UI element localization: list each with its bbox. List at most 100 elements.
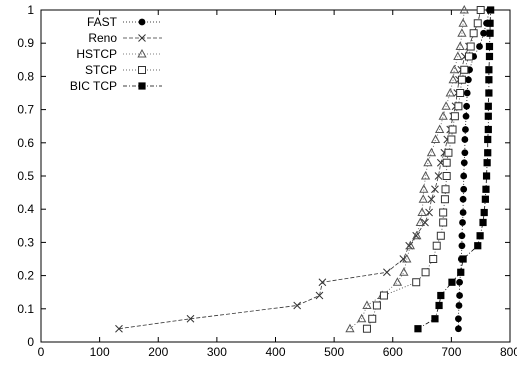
data-point-bic-tcp — [431, 315, 439, 323]
series-line-fast — [458, 9, 490, 329]
series-hstcp — [345, 4, 469, 333]
data-point-bic-tcp — [485, 42, 494, 51]
y-tick-label: 0.9 — [17, 36, 34, 50]
data-point-stcp — [368, 314, 377, 323]
legend-label: STCP — [85, 63, 117, 77]
data-point-stcp — [457, 75, 466, 84]
data-point-hstcp — [445, 87, 455, 97]
data-point-fast — [459, 209, 467, 216]
data-point-reno — [425, 208, 433, 217]
data-point-fast — [480, 29, 488, 37]
data-point-hstcp — [345, 323, 355, 333]
x-tick-label: 800 — [500, 345, 517, 359]
data-point-stcp — [436, 231, 445, 240]
data-point-bic-tcp — [484, 135, 492, 144]
data-point-hstcp — [455, 41, 465, 51]
data-point-stcp — [469, 29, 478, 38]
data-point-fast — [459, 219, 466, 226]
data-point-stcp — [444, 148, 453, 157]
x-tick-label: 0 — [38, 345, 45, 359]
data-point-stcp — [372, 301, 381, 310]
data-point-stcp — [473, 19, 482, 28]
series-line-reno — [118, 9, 482, 330]
data-point-fast — [460, 172, 468, 180]
data-point-hstcp — [362, 300, 372, 309]
data-point-bic-tcp — [486, 29, 494, 37]
data-point-reno — [115, 324, 123, 333]
data-point-hstcp — [392, 277, 403, 286]
data-point-hstcp — [430, 134, 441, 143]
data-point-bic-tcp — [484, 112, 492, 120]
x-marker-stroke — [434, 172, 443, 180]
data-point-stcp — [466, 42, 475, 51]
data-point-stcp — [362, 324, 371, 333]
series-bic-tcp — [414, 6, 495, 333]
legend-marker — [138, 34, 146, 42]
legend-marker — [138, 18, 146, 26]
legend-entry-fast: FAST — [87, 15, 162, 29]
x-marker-stroke — [425, 208, 433, 217]
data-point-fast — [458, 232, 466, 240]
legend-marker — [137, 48, 147, 58]
data-point-stcp — [454, 102, 463, 111]
data-point-fast — [459, 195, 467, 203]
data-point-stcp — [379, 291, 388, 300]
data-point-fast — [458, 242, 466, 250]
data-point-bic-tcp — [485, 76, 493, 84]
legend-marker — [138, 66, 146, 74]
data-point-reno — [186, 314, 195, 323]
x-marker-stroke — [383, 268, 391, 277]
x-marker-stroke — [318, 278, 327, 287]
data-point-stcp — [460, 65, 469, 74]
legend-entry-stcp: STCP — [85, 63, 162, 77]
series-fast — [455, 6, 493, 333]
data-point-fast — [456, 292, 463, 299]
data-point-stcp — [448, 125, 457, 134]
data-point-bic-tcp — [485, 89, 493, 97]
data-point-stcp — [441, 185, 450, 194]
x-marker-stroke — [427, 195, 436, 204]
series-line-hstcp — [349, 9, 465, 330]
data-point-stcp — [442, 158, 451, 167]
data-point-fast — [455, 325, 462, 333]
x-marker-stroke — [293, 301, 302, 310]
y-tick-label: 0 — [27, 335, 34, 349]
data-point-hstcp — [420, 170, 431, 180]
data-point-fast — [461, 136, 469, 143]
data-point-fast — [476, 43, 483, 50]
data-point-hstcp — [448, 74, 458, 84]
y-tick-label: 0.2 — [17, 269, 34, 283]
data-point-bic-tcp — [484, 125, 492, 134]
y-tick-label: 0.4 — [17, 202, 34, 216]
data-point-stcp — [456, 89, 465, 97]
data-point-reno — [434, 172, 443, 180]
data-point-bic-tcp — [486, 19, 494, 27]
y-tick-label: 0.1 — [17, 302, 34, 316]
legend-label: HSTCP — [76, 47, 117, 61]
x-marker-stroke — [431, 185, 439, 194]
x-tick-label: 300 — [207, 345, 227, 359]
x-marker-stroke — [115, 324, 123, 333]
data-point-bic-tcp — [459, 255, 467, 263]
data-point-hstcp — [423, 157, 433, 167]
data-point-stcp — [447, 135, 456, 144]
data-point-hstcp — [426, 147, 437, 157]
data-point-hstcp — [357, 313, 367, 323]
data-point-stcp — [421, 268, 430, 277]
x-marker-stroke — [138, 34, 146, 42]
data-point-stcp — [440, 195, 449, 204]
x-tick-label: 700 — [441, 345, 461, 359]
data-point-bic-tcp — [414, 325, 422, 333]
data-point-bic-tcp — [476, 232, 484, 240]
x-tick-label: 200 — [148, 345, 168, 359]
data-point-bic-tcp — [437, 291, 445, 300]
series-stcp — [362, 6, 485, 333]
data-point-stcp — [439, 218, 448, 227]
data-point-bic-tcp — [487, 6, 495, 14]
data-point-stcp — [429, 255, 438, 263]
y-tick-label: 0.6 — [17, 136, 34, 150]
data-point-stcp — [450, 112, 459, 121]
data-point-hstcp — [418, 194, 428, 203]
data-point-stcp — [464, 52, 473, 61]
